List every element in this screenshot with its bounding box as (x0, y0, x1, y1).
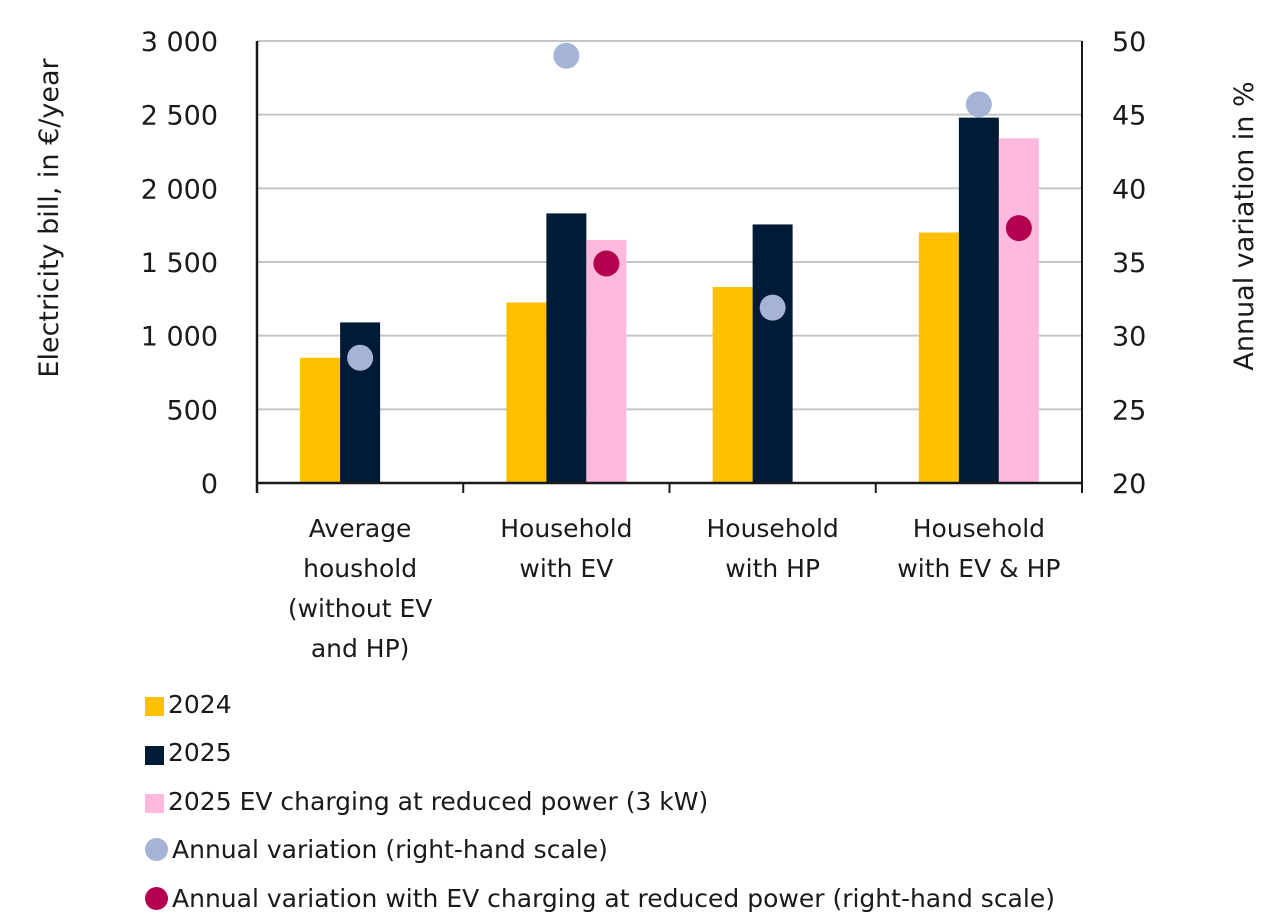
legend-label: 2024 (168, 689, 232, 719)
category-label: Household with EV (500, 514, 632, 583)
y2-tick-label: 40 (1112, 174, 1146, 205)
category-labels: Average houshold (without EV and HP) Househo… (288, 514, 1061, 663)
category-label: Household with HP (706, 514, 838, 583)
y2-tick-label: 25 (1112, 395, 1146, 426)
legend-item-annual-variation-reduced: Annual variation with EV charging at red… (145, 874, 1055, 923)
bar-2025-2 (752, 224, 793, 483)
bar-2024-0 (300, 357, 341, 483)
bar-2024-2 (712, 287, 753, 483)
bar-2025-ev-charging-at-reduced-power-3-kw--3 (998, 138, 1039, 484)
category-label-line: with EV (519, 554, 613, 583)
bar-2024-1 (506, 302, 547, 483)
bar-2024-3 (918, 232, 959, 483)
category-label-line: (without EV (288, 594, 433, 623)
legend-label: 2025 (168, 738, 232, 768)
dot-annual-variation-right-hand-scale--0 (347, 344, 374, 371)
category-label: Average houshold (without EV and HP) (288, 514, 433, 663)
legend-swatch-annual-variation-reduced (145, 886, 168, 910)
legend-item-annual-variation: Annual variation (right-hand scale) (145, 826, 1055, 875)
y-axis-title: Electricity bill, in €/year (34, 57, 65, 377)
legend-label: Annual variation with EV charging at red… (172, 883, 1055, 913)
category-label-line: Average (309, 514, 412, 543)
category-label-line: houshold (303, 554, 417, 583)
legend-label: 2025 EV charging at reduced power (3 kW) (168, 786, 709, 816)
y-tick-label: 1 000 (141, 322, 218, 353)
legend-item-2024: 2024 (145, 680, 1055, 729)
legend-swatch-2025 (145, 745, 164, 765)
y-axis-ticks: 0 500 1 000 1 500 2 000 2 500 3 000 (141, 27, 218, 500)
y2-tick-label: 45 (1112, 101, 1146, 132)
y2-axis-ticks: 20 25 30 35 40 45 50 (1112, 27, 1146, 500)
y-tick-label: 500 (166, 395, 218, 426)
y-tick-label: 0 (201, 469, 218, 500)
bar-2025-3 (958, 117, 999, 483)
y-tick-label: 2 500 (141, 101, 218, 132)
legend-swatch-2024 (145, 697, 164, 717)
category-label-line: and HP) (311, 634, 410, 663)
y2-axis-title: Annual variation in % (1229, 81, 1260, 370)
bars (300, 117, 1039, 484)
dot-annual-variation-right-hand-scale--2 (759, 294, 786, 321)
y-tick-label: 3 000 (141, 27, 218, 58)
category-label-line: with HP (725, 554, 820, 583)
category-label-line: Household (500, 514, 632, 543)
category-label-line: with EV & HP (897, 554, 1060, 583)
category-label-line: Household (913, 514, 1045, 543)
legend-item-2025: 2025 (145, 729, 1055, 778)
legend: 2024 2025 2025 EV charging at reduced po… (145, 680, 1055, 923)
y2-tick-label: 50 (1112, 27, 1146, 58)
dot-annual-variation-with-ev-charging-at-reduced-power-right-hand-scale--3 (1005, 215, 1032, 242)
y-tick-label: 1 500 (141, 248, 218, 279)
dot-annual-variation-right-hand-scale--3 (965, 91, 992, 118)
y2-tick-label: 35 (1112, 248, 1146, 279)
category-label: Household with EV & HP (897, 514, 1060, 583)
bar-2025-ev-charging-at-reduced-power-3-kw--1 (586, 239, 627, 483)
category-label-line: Household (706, 514, 838, 543)
y-tick-label: 2 000 (141, 174, 218, 205)
dots (347, 42, 1032, 371)
legend-swatch-2025-reduced (145, 794, 164, 814)
y2-tick-label: 20 (1112, 469, 1146, 500)
legend-swatch-annual-variation (145, 838, 168, 862)
legend-item-2025-reduced: 2025 EV charging at reduced power (3 kW) (145, 777, 1055, 826)
bar-2025-1 (546, 213, 587, 483)
axes (255, 41, 1083, 493)
dot-annual-variation-right-hand-scale--1 (553, 42, 580, 69)
legend-label: Annual variation (right-hand scale) (172, 835, 608, 865)
dot-annual-variation-with-ev-charging-at-reduced-power-right-hand-scale--1 (593, 250, 620, 277)
y2-tick-label: 30 (1112, 322, 1146, 353)
